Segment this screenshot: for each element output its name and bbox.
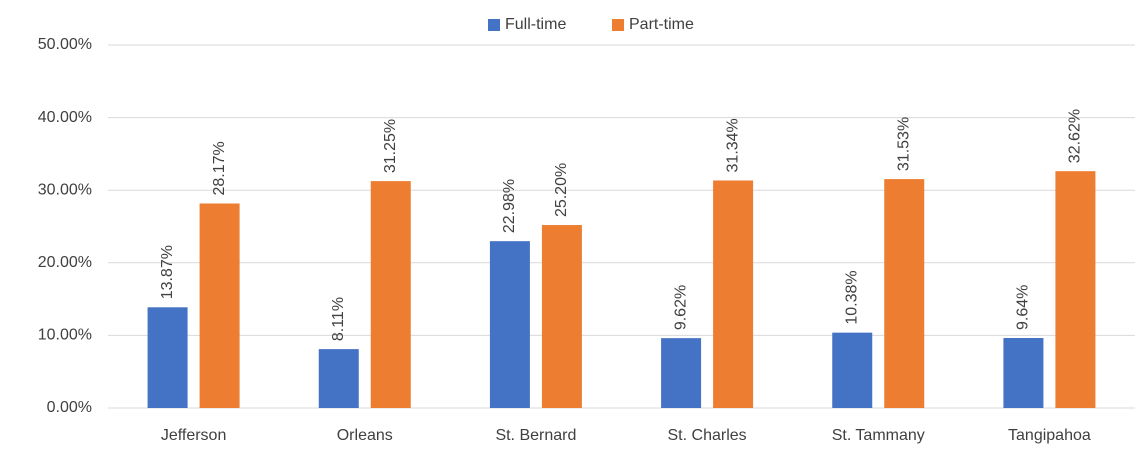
- bar: [713, 180, 754, 408]
- legend-swatch: [612, 19, 624, 31]
- data-label: 31.25%: [382, 119, 399, 173]
- bar: [541, 225, 582, 408]
- x-tick-label: Orleans: [337, 427, 393, 444]
- x-tick-label: Tangipahoa: [1008, 427, 1091, 444]
- bar: [147, 307, 188, 408]
- data-label: 25.20%: [553, 163, 570, 217]
- y-tick-label: 40.00%: [38, 109, 92, 126]
- data-label: 32.62%: [1067, 109, 1084, 163]
- data-label: 9.62%: [672, 285, 689, 330]
- bar: [884, 179, 925, 408]
- y-tick-label: 0.00%: [47, 399, 92, 416]
- data-label: 13.87%: [159, 245, 176, 299]
- x-tick-label: Jefferson: [161, 427, 227, 444]
- bar: [199, 203, 240, 408]
- legend-swatch: [488, 19, 500, 31]
- bar: [489, 241, 530, 408]
- bar: [370, 181, 411, 408]
- bar: [832, 332, 873, 408]
- data-label: 31.34%: [724, 118, 741, 172]
- legend-label: Part-time: [629, 16, 694, 33]
- data-label: 22.98%: [501, 179, 518, 233]
- legend-label: Full-time: [505, 16, 566, 33]
- data-label: 28.17%: [211, 141, 228, 195]
- data-label: 10.38%: [843, 270, 860, 324]
- data-label: 8.11%: [330, 297, 347, 341]
- x-tick-label: St. Tammany: [832, 427, 925, 444]
- bar: [1055, 171, 1096, 408]
- y-tick-label: 10.00%: [38, 327, 92, 344]
- y-tick-label: 20.00%: [38, 254, 92, 271]
- bar: [318, 349, 359, 408]
- data-label: 31.53%: [895, 117, 912, 171]
- data-label: 9.64%: [1015, 285, 1032, 330]
- y-tick-label: 50.00%: [38, 36, 92, 53]
- bar: [661, 338, 702, 408]
- x-tick-label: St. Bernard: [495, 427, 576, 444]
- x-tick-label: St. Charles: [668, 427, 747, 444]
- bar: [1003, 338, 1044, 408]
- y-tick-label: 30.00%: [38, 181, 92, 198]
